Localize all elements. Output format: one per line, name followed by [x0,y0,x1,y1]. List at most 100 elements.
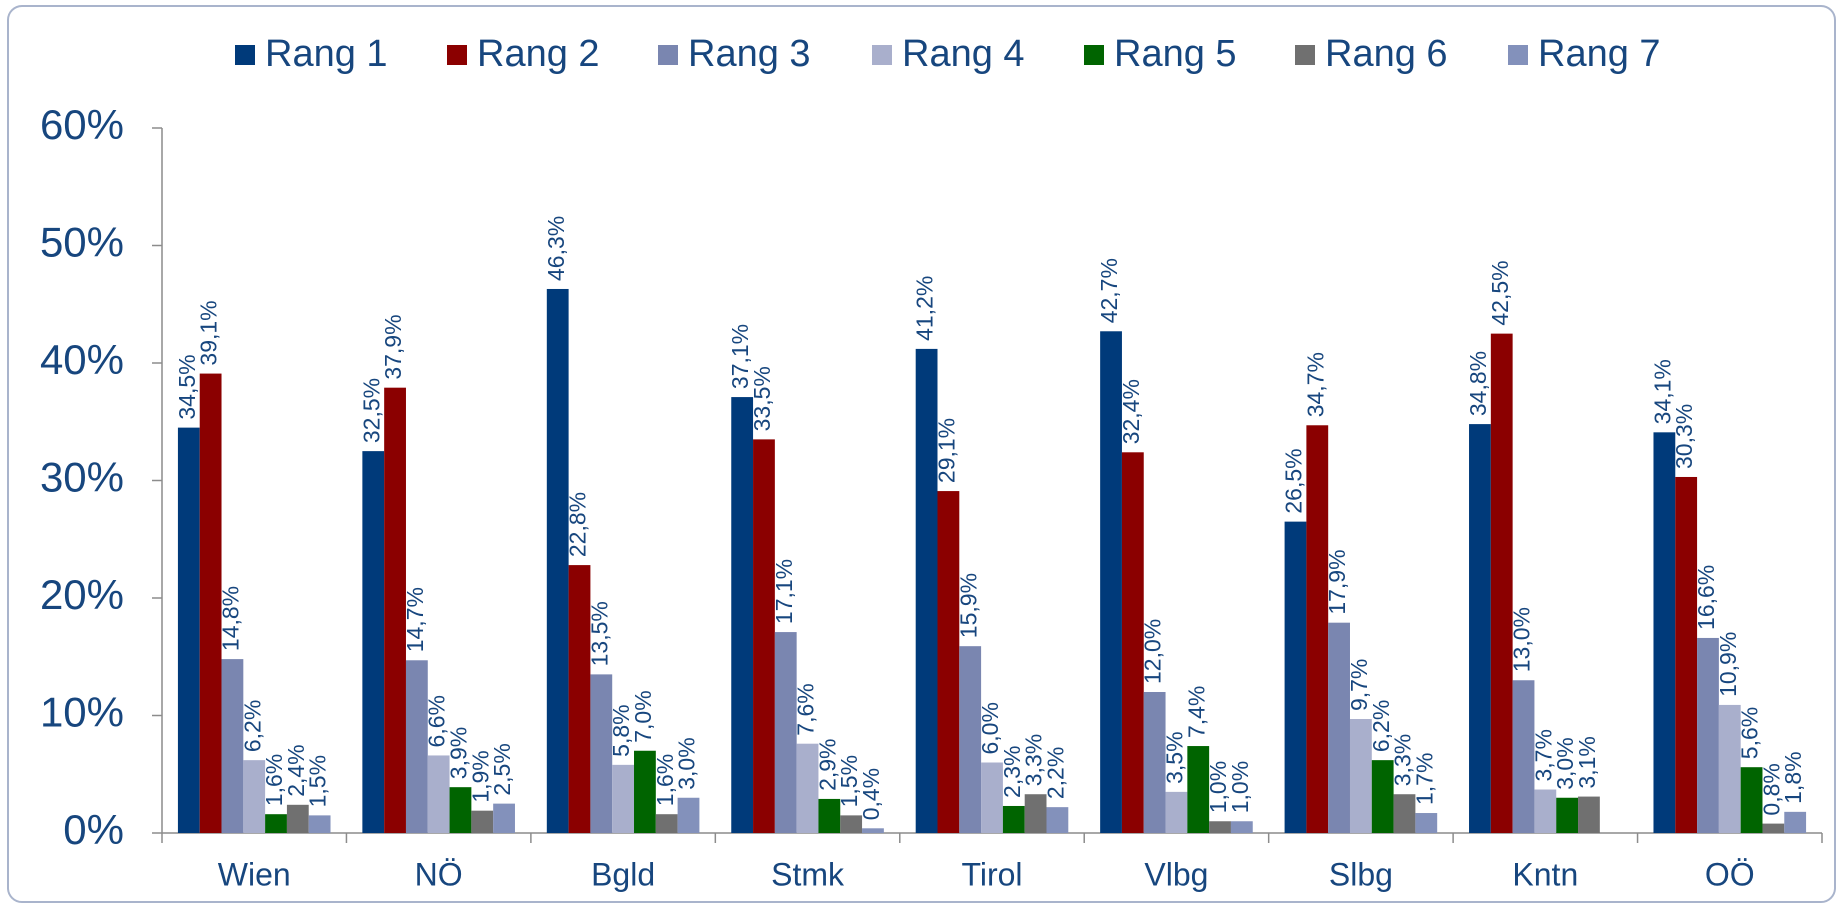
x-tick-label: Slbg [1329,856,1393,892]
bar [546,288,569,834]
legend-label: Rang 6 [1325,33,1448,75]
y-tick-label: 60% [40,101,124,148]
data-label: 42,5% [1487,260,1513,325]
bar [1469,424,1491,833]
data-label: 1,0% [1205,761,1231,813]
bar [493,803,515,833]
x-tick-label: Tirol [961,856,1022,892]
bar [840,815,863,833]
bar [1697,637,1719,833]
bar [753,439,775,833]
data-label: 3,3% [1021,734,1047,786]
data-label: 17,9% [1324,549,1350,614]
legend-label: Rang 1 [265,33,388,75]
data-label: 13,5% [586,601,612,666]
data-label: 42,7% [1096,258,1122,323]
legend-label: Rang 5 [1114,33,1237,75]
legend-swatch [1295,45,1315,65]
bar [1165,791,1188,833]
bar [1653,432,1676,833]
data-label: 37,9% [380,314,406,379]
data-label: 1,5% [305,755,331,807]
bar [590,674,613,833]
data-label: 0,4% [858,768,884,820]
data-label: 0,8% [1758,763,1784,815]
bar [1100,331,1122,833]
bar [612,764,635,833]
data-label: 6,2% [239,700,265,752]
data-label: 17,1% [771,559,797,624]
bar [1556,797,1579,833]
y-tick-label: 20% [40,571,124,618]
bar [915,348,938,833]
bar [677,797,700,833]
bar [1512,680,1535,833]
data-label: 3,0% [674,737,700,789]
bar [362,451,385,833]
data-label: 29,1% [933,418,959,483]
legend-swatch [447,45,467,65]
legend-label: Rang 7 [1538,33,1661,75]
bar [384,387,406,833]
bar [1784,811,1807,833]
bar [1415,813,1438,833]
bar [265,814,287,833]
data-label: 1,8% [1780,751,1806,803]
data-label: 16,6% [1693,565,1719,630]
bar [1349,719,1372,833]
bar [1762,823,1785,833]
bar [1187,746,1210,833]
data-label: 30,3% [1671,404,1697,469]
data-label: 2,9% [814,738,840,790]
bar [959,646,982,833]
y-tick-label: 40% [40,336,124,383]
y-tick-label: 0% [63,806,124,853]
data-label: 2,4% [283,744,309,796]
bar [937,491,960,833]
bar [1490,333,1513,833]
data-label: 32,4% [1118,379,1144,444]
data-label: 15,9% [955,573,981,638]
data-label: 34,7% [1302,352,1328,417]
data-label: 6,2% [1368,700,1394,752]
bar [1024,794,1047,833]
data-label: 9,7% [1346,659,1372,711]
data-label: 3,3% [1390,734,1416,786]
bar [1306,425,1329,833]
x-tick-label: Kntn [1512,856,1578,892]
data-label: 1,6% [652,754,678,806]
y-tick-label: 10% [40,689,124,736]
legend-label: Rang 3 [688,33,811,75]
data-label: 14,7% [402,587,428,652]
data-label: 14,8% [218,586,244,651]
legend-swatch [872,45,892,65]
x-tick-label: OÖ [1705,856,1755,892]
bar [449,787,472,833]
bar [796,743,819,833]
bar [1740,767,1763,833]
data-label: 34,5% [174,354,200,419]
data-label: 5,8% [608,704,634,756]
bar [634,750,656,833]
bar [1284,521,1307,833]
bar [243,760,266,833]
bar [405,660,428,833]
legend-swatch [1508,45,1528,65]
x-tick-label: Wien [218,856,291,892]
bar [1328,622,1350,833]
bar [655,814,678,833]
data-label: 26,5% [1281,448,1307,513]
data-label: 3,0% [1552,737,1578,789]
bar [1393,794,1416,833]
bar [1371,760,1394,833]
data-label: 33,5% [749,366,775,431]
data-label: 32,5% [358,378,384,443]
bar [981,762,1003,833]
data-label: 1,9% [467,750,493,802]
x-tick-label: NÖ [415,856,463,892]
data-label: 7,6% [793,683,819,735]
bar [1143,692,1166,833]
data-label: 34,1% [1649,359,1675,424]
y-tick-label: 30% [40,454,124,501]
data-label: 1,0% [1227,761,1253,813]
